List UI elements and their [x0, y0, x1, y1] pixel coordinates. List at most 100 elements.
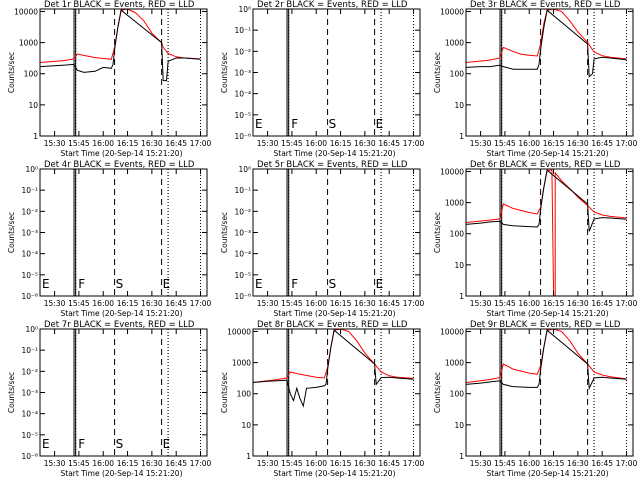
plot-frame	[39, 168, 208, 297]
x-tick-label: 16:45	[165, 299, 187, 308]
y-tick-label: 10⁻²	[234, 47, 251, 56]
x-tick-label: 15:30	[257, 299, 279, 308]
x-tick-label: 15:30	[44, 139, 66, 148]
y-tick-label: 10⁻¹	[21, 186, 38, 195]
x-tick-label: 17:00	[403, 299, 425, 308]
x-tick-label: 16:30	[354, 459, 376, 468]
panel-det-7: Det 7r BLACK = Events, RED = LLD E F S E 10⁰ 1…	[7, 320, 212, 478]
y-tick-label: 1000	[19, 39, 38, 48]
series-events-line	[466, 9, 627, 78]
event-marker-label: F	[291, 277, 298, 291]
panel-det-2: Det 2r BLACK = Events, RED = LLD E F S E 10⁰ 1…	[220, 0, 425, 158]
y-tick-label: 10⁻³	[234, 229, 251, 238]
series-lld-line	[466, 169, 627, 296]
event-marker-label: E	[163, 277, 171, 291]
x-axis-label: Start Time (20-Sep-14 15:21:20)	[61, 149, 183, 158]
y-tick-label: 10⁻⁴	[21, 250, 38, 259]
panel-title: Det 5r BLACK = Events, RED = LLD	[257, 160, 408, 170]
event-marker-label: S	[329, 277, 337, 291]
event-marker-label: S	[329, 117, 337, 131]
y-axis-label: Counts/sec	[7, 372, 16, 413]
event-marker-label: F	[291, 117, 298, 131]
x-tick-label: 16:00	[92, 299, 114, 308]
y-tick-label: 1	[246, 452, 251, 461]
y-tick-label: 10⁻⁵	[234, 111, 251, 120]
y-axis-label: Counts/sec	[7, 212, 16, 253]
plot-frame	[39, 328, 208, 457]
y-tick-label: 1	[459, 132, 464, 141]
x-tick-label: 16:45	[165, 139, 187, 148]
x-tick-label: 17:00	[190, 139, 212, 148]
y-tick-label: 10⁻⁴	[21, 410, 38, 419]
x-tick-label: 15:45	[68, 459, 90, 468]
x-tick-label: 16:30	[354, 139, 376, 148]
x-tick-label: 15:30	[470, 139, 492, 148]
y-axis-label: Counts/sec	[7, 52, 16, 93]
panel-title: Det 4r BLACK = Events, RED = LLD	[44, 160, 195, 170]
x-tick-label: 16:15	[330, 299, 352, 308]
x-tick-label: 16:30	[567, 299, 589, 308]
y-tick-label: 10000	[440, 167, 464, 176]
x-axis-label: Start Time (20-Sep-14 15:21:20)	[274, 309, 396, 318]
x-tick-label: 16:00	[305, 139, 327, 148]
x-tick-label: 16:00	[518, 299, 540, 308]
y-tick-label: 10⁰	[25, 325, 38, 334]
y-tick-label: 10000	[440, 7, 464, 16]
plot-frame	[252, 328, 421, 457]
panel-title: Det 3r BLACK = Events, RED = LLD	[470, 0, 621, 10]
x-tick-label: 16:00	[92, 459, 114, 468]
plot-frame	[465, 168, 634, 297]
y-tick-label: 10	[454, 421, 464, 430]
x-tick-label: 17:00	[190, 459, 212, 468]
x-tick-label: 16:00	[92, 139, 114, 148]
y-tick-label: 10⁻⁴	[234, 250, 251, 259]
event-marker-label: E	[255, 117, 263, 131]
y-tick-label: 10⁻⁶	[234, 132, 251, 141]
y-tick-label: 100	[237, 390, 252, 399]
panel-det-6: Det 6r BLACK = Events, RED = LLD 1 10 100 10…	[433, 160, 638, 318]
panel-det-4: Det 4r BLACK = Events, RED = LLD E F S E 10⁰ 1…	[7, 160, 212, 318]
event-marker-label: E	[376, 117, 384, 131]
plot-frame	[465, 328, 634, 457]
x-tick-label: 16:15	[543, 459, 565, 468]
x-tick-label: 15:45	[494, 299, 516, 308]
y-tick-label: 10⁻⁵	[21, 271, 38, 280]
x-tick-label: 15:45	[494, 459, 516, 468]
panel-det-5: Det 5r BLACK = Events, RED = LLD E F S E 10⁰ 1…	[220, 160, 425, 318]
y-tick-label: 1000	[445, 359, 464, 368]
y-tick-label: 10⁻⁴	[234, 90, 251, 99]
plot-frame	[39, 8, 208, 137]
x-tick-label: 15:30	[44, 459, 66, 468]
x-tick-label: 15:45	[281, 459, 303, 468]
plot-frame	[252, 168, 421, 297]
x-tick-label: 15:30	[257, 139, 279, 148]
x-tick-label: 16:30	[567, 139, 589, 148]
y-tick-label: 10⁻¹	[234, 186, 251, 195]
event-marker-label: E	[376, 277, 384, 291]
y-tick-label: 10⁻⁵	[21, 431, 38, 440]
series-events-line	[466, 169, 627, 232]
plot-frame	[465, 8, 634, 137]
x-tick-label: 15:30	[257, 459, 279, 468]
y-tick-label: 100	[450, 390, 465, 399]
panel-title: Det 6r BLACK = Events, RED = LLD	[470, 160, 621, 170]
x-tick-label: 16:15	[543, 299, 565, 308]
y-tick-label: 10	[28, 101, 38, 110]
y-tick-label: 10000	[14, 7, 38, 16]
x-axis-label: Start Time (20-Sep-14 15:21:20)	[487, 149, 609, 158]
y-tick-label: 10⁰	[238, 5, 251, 14]
x-tick-label: 17:00	[190, 299, 212, 308]
panel-title: Det 9r BLACK = Events, RED = LLD	[470, 320, 621, 330]
y-tick-label: 10⁻⁶	[21, 292, 38, 301]
y-tick-label: 1000	[445, 199, 464, 208]
x-tick-label: 16:45	[591, 459, 613, 468]
x-tick-label: 17:00	[616, 139, 638, 148]
y-tick-label: 10⁻¹	[21, 346, 38, 355]
y-tick-label: 1000	[232, 359, 251, 368]
y-axis-label: Counts/sec	[220, 52, 229, 93]
x-tick-label: 16:45	[378, 299, 400, 308]
x-tick-label: 17:00	[616, 299, 638, 308]
panel-det-1: Det 1r BLACK = Events, RED = LLD 1 10 100 10…	[7, 0, 212, 158]
x-tick-label: 16:15	[117, 139, 139, 148]
